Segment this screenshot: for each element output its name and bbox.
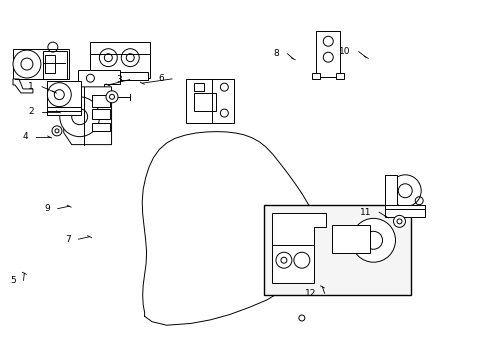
Bar — [91, 109, 109, 119]
Bar — [264, 206, 410, 295]
Text: 3: 3 — [116, 75, 122, 84]
Bar — [385, 205, 424, 217]
Bar — [186, 79, 234, 123]
Polygon shape — [78, 70, 120, 108]
Text: 9: 9 — [44, 204, 50, 213]
Text: 4: 4 — [22, 132, 28, 141]
Bar — [90, 42, 150, 78]
Text: 2: 2 — [28, 107, 34, 116]
Circle shape — [388, 175, 420, 207]
Bar — [312, 73, 320, 79]
Text: 12: 12 — [305, 289, 316, 298]
Text: 8: 8 — [273, 49, 279, 58]
Bar — [92, 72, 148, 80]
Circle shape — [47, 83, 71, 107]
Polygon shape — [63, 87, 111, 145]
Bar — [91, 123, 109, 131]
Polygon shape — [13, 79, 33, 93]
Circle shape — [351, 219, 395, 262]
Bar — [336, 73, 344, 79]
Text: 6: 6 — [158, 75, 164, 84]
Bar — [385, 175, 396, 205]
Bar — [194, 83, 204, 91]
Bar — [47, 107, 81, 114]
Bar — [91, 95, 109, 107]
Text: 1: 1 — [28, 82, 34, 91]
Text: 11: 11 — [359, 208, 370, 217]
Circle shape — [275, 252, 291, 268]
Bar — [45, 55, 55, 73]
Bar — [43, 51, 67, 79]
Bar — [331, 225, 369, 253]
Circle shape — [60, 97, 100, 137]
Bar — [194, 93, 216, 111]
Bar — [13, 49, 69, 79]
Polygon shape — [271, 213, 325, 283]
Circle shape — [13, 50, 41, 78]
Bar — [47, 81, 81, 107]
Circle shape — [393, 215, 405, 227]
Text: 10: 10 — [339, 47, 350, 56]
Circle shape — [293, 252, 309, 268]
Text: 5: 5 — [10, 276, 16, 285]
Circle shape — [52, 126, 62, 136]
Bar — [316, 31, 340, 77]
Circle shape — [106, 91, 118, 103]
Text: 7: 7 — [65, 235, 70, 244]
